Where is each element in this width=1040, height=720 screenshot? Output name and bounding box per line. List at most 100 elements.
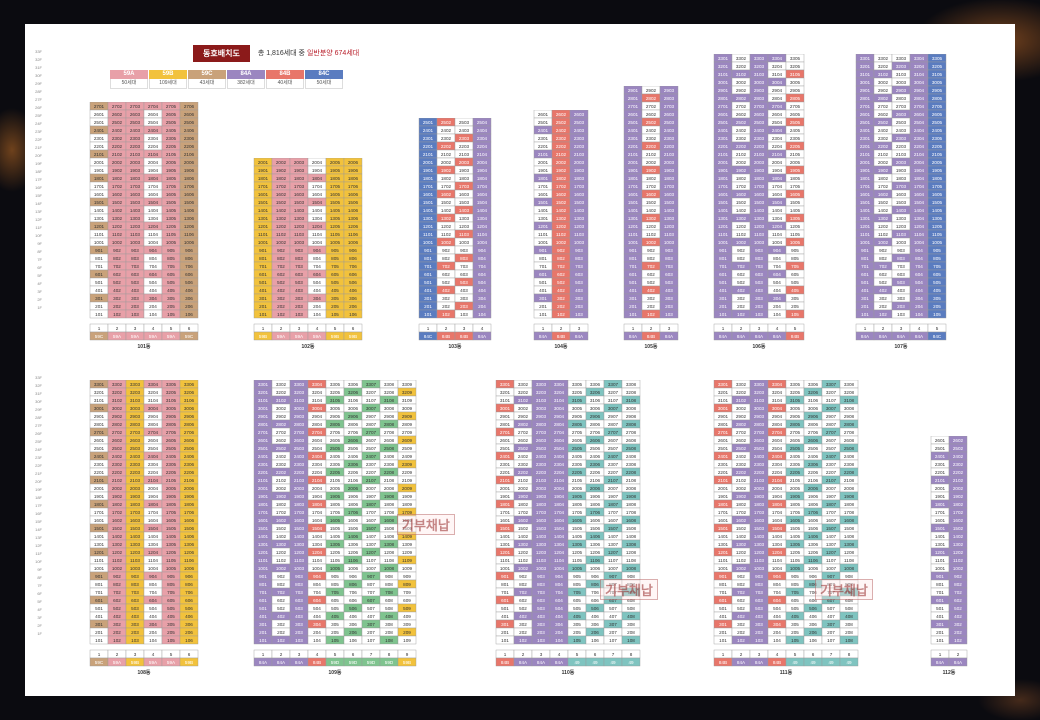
unit-number: 2401: [718, 128, 729, 133]
unit-number: 1704: [477, 184, 488, 189]
line-number: 1: [939, 652, 942, 657]
building-name: 103동: [449, 343, 462, 350]
unit-number: 3005: [790, 406, 801, 411]
floor-label: 21F: [35, 471, 42, 476]
legend-count: 109세대: [149, 79, 187, 89]
unit-number: 2108: [384, 478, 395, 483]
unit-number: 1903: [536, 494, 547, 499]
unit-number: 2207: [826, 470, 837, 475]
unit-number: 301: [629, 296, 637, 301]
line-number: 1: [98, 326, 101, 331]
unit-number: 2103: [754, 478, 765, 483]
unit-number: 703: [131, 264, 139, 269]
unit-number: 1202: [953, 550, 964, 555]
unit-number: 302: [113, 622, 121, 627]
unit-number: 502: [113, 280, 121, 285]
unit-number: 2704: [772, 430, 783, 435]
unit-number: 1303: [536, 542, 547, 547]
unit-cell[interactable]: [397, 635, 417, 645]
unit-number: 2901: [258, 414, 269, 419]
unit-number: 2401: [718, 454, 729, 459]
unit-cell[interactable]: [927, 309, 947, 319]
line-number: 2: [116, 326, 119, 331]
unit-cell[interactable]: [569, 309, 589, 319]
unit-number: 1602: [518, 518, 529, 523]
line-number: 2: [882, 326, 885, 331]
unit-number: 1905: [330, 494, 341, 499]
unit-cell[interactable]: [839, 635, 859, 645]
unit-number: 3203: [754, 390, 765, 395]
unit-number: 2906: [808, 414, 819, 419]
unit-number: 1402: [646, 208, 657, 213]
unit-number: 801: [719, 582, 727, 587]
unit-number: 701: [95, 264, 103, 269]
unit-number: 1005: [330, 240, 341, 245]
unit-number: 802: [879, 256, 887, 261]
unit-number: 2703: [130, 430, 141, 435]
unit-number: 1603: [294, 192, 305, 197]
line-number: 2: [522, 652, 525, 657]
unit-number: 1002: [112, 566, 123, 571]
unit-number: 2302: [112, 462, 123, 467]
unit-number: 1703: [574, 184, 585, 189]
floor-label: 33F: [35, 375, 42, 380]
unit-number: 3101: [718, 398, 729, 403]
unit-number: 1203: [294, 224, 305, 229]
unit-number: 1502: [518, 526, 529, 531]
unit-number: 602: [647, 272, 655, 277]
unit-number: 105: [331, 312, 339, 317]
unit-number: 903: [460, 248, 468, 253]
unit-number: 205: [167, 630, 175, 635]
unit-number: 1403: [754, 208, 765, 213]
floor-label: 1F: [37, 305, 42, 310]
unit-number: 701: [259, 590, 267, 595]
unit-number: 1008: [384, 566, 395, 571]
unit-number: 2306: [590, 462, 601, 467]
unit-number: 2504: [312, 446, 323, 451]
unit-number: 503: [755, 280, 763, 285]
unit-cell[interactable]: [621, 635, 641, 645]
unit-number: 1503: [754, 526, 765, 531]
unit-number: 2506: [184, 446, 195, 451]
unit-number: 3008: [384, 406, 395, 411]
unit-number: 3101: [860, 72, 871, 77]
unit-number: 401: [95, 614, 103, 619]
unit-number: 503: [537, 606, 545, 611]
unit-number: 2904: [148, 414, 159, 419]
unit-number: 506: [349, 280, 357, 285]
unit-number: 708: [845, 590, 853, 595]
unit-number: 103: [131, 312, 139, 317]
unit-number: 3102: [878, 72, 889, 77]
unit-number: 502: [647, 280, 655, 285]
unit-number: 3207: [608, 390, 619, 395]
unit-number: 601: [719, 598, 727, 603]
unit-number: 1908: [626, 494, 637, 499]
unit-number: 1803: [754, 502, 765, 507]
unit-cell[interactable]: [785, 309, 805, 319]
unit-number: 1807: [366, 502, 377, 507]
unit-cell[interactable]: [179, 635, 199, 645]
unit-number: 508: [845, 606, 853, 611]
unit-number: 308: [845, 622, 853, 627]
unit-number: 1203: [754, 550, 765, 555]
unit-cell[interactable]: [659, 309, 679, 319]
line-type: 84B: [442, 334, 450, 339]
unit-number: 1606: [348, 192, 359, 197]
unit-cell[interactable]: [179, 309, 199, 319]
unit-number: 3004: [312, 406, 323, 411]
unit-number: 2801: [718, 96, 729, 101]
unit-number: 203: [897, 304, 905, 309]
unit-number: 3302: [276, 382, 287, 387]
unit-number: 3305: [166, 382, 177, 387]
unit-number: 403: [131, 288, 139, 293]
unit-number: 704: [478, 264, 486, 269]
unit-cell[interactable]: [948, 635, 968, 645]
unit-cell[interactable]: [472, 309, 492, 319]
unit-cell[interactable]: [343, 309, 363, 319]
unit-number: 1505: [932, 200, 943, 205]
unit-number: 3103: [896, 72, 907, 77]
unit-number: 303: [295, 622, 303, 627]
unit-number: 3002: [518, 406, 529, 411]
unit-number: 1203: [574, 224, 585, 229]
unit-number: 207: [827, 630, 835, 635]
